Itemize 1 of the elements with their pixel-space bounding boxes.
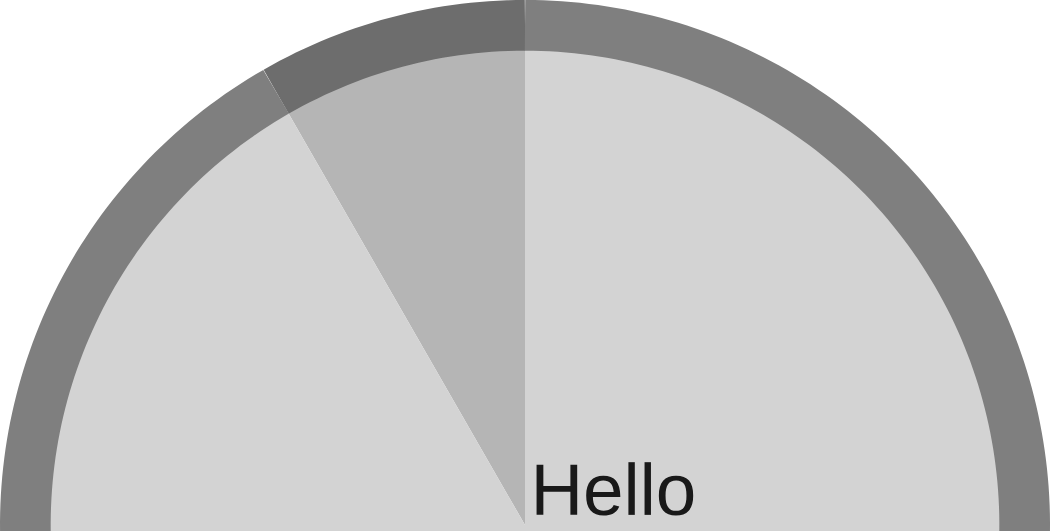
text: Hello xyxy=(536,462,694,516)
